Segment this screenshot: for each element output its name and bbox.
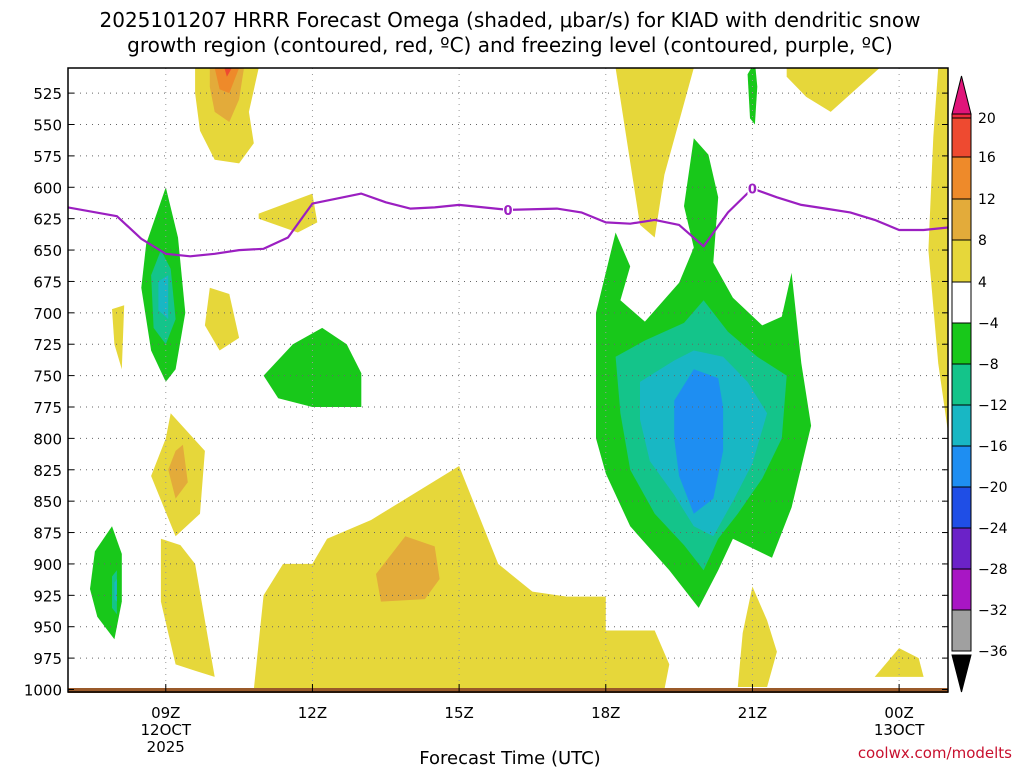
x-tick-label-5-1: 13OCT — [874, 721, 925, 739]
x-tick-label-0-0: 09Z — [151, 704, 180, 722]
colorbar-label-5: −4 — [978, 316, 999, 332]
y-tick-label-3: 600 — [33, 179, 62, 197]
colorbar-label-8: −16 — [978, 439, 1008, 455]
y-tick-label-5: 650 — [33, 242, 62, 260]
colorbar-bin-3 — [951, 156, 972, 200]
colorbar-bin-1 — [951, 113, 972, 119]
colorbar-bin-11 — [951, 486, 972, 529]
omega-region-19 — [114, 579, 117, 602]
freezing-label-bg-1 — [747, 180, 758, 196]
omega-region-3 — [224, 68, 232, 77]
y-tick-label-7: 700 — [33, 305, 62, 323]
x-tick-label-1-0: 12Z — [298, 704, 327, 722]
y-tick-label-0: 525 — [33, 85, 62, 103]
y-tick-label-15: 900 — [33, 556, 62, 574]
freezing-level-layer: 00 — [68, 180, 948, 258]
freezing-level-label-1: 0 — [748, 183, 757, 198]
colorbar-bin-14 — [951, 609, 972, 652]
y-tick-label-10: 775 — [33, 399, 62, 417]
colorbar-label-12: −32 — [978, 603, 1008, 619]
x-tick-label-2-0: 15Z — [444, 704, 473, 722]
x-tick-label-3-0: 18Z — [591, 704, 620, 722]
colorbar-label-9: −20 — [978, 480, 1008, 496]
colorbar-bin-15 — [951, 654, 972, 693]
colorbar-bin-7 — [951, 322, 972, 365]
omega-region-28 — [747, 68, 758, 125]
colorbar-bin-9 — [951, 404, 972, 447]
y-tick-label-16: 925 — [33, 587, 62, 605]
y-tick-label-4: 625 — [33, 211, 62, 229]
colorbar-bin-5 — [951, 239, 972, 283]
colorbar-label-0: 20 — [978, 111, 996, 127]
grid-layer — [68, 68, 948, 692]
colorbar-bin-0 — [951, 75, 972, 115]
y-tick-label-13: 850 — [33, 493, 62, 511]
colorbar-label-4: 4 — [978, 275, 987, 291]
colorbar-label-13: −36 — [978, 644, 1008, 660]
colorbar-label-3: 8 — [978, 233, 987, 249]
omega-region-17 — [90, 526, 122, 640]
x-tick-label-0-1: 12OCT — [141, 721, 192, 739]
y-tick-label-19: 1000 — [24, 681, 62, 699]
y-tick-label-6: 675 — [33, 273, 62, 291]
omega-region-4 — [615, 68, 694, 238]
y-tick-label-8: 725 — [33, 336, 62, 354]
y-tick-label-17: 950 — [33, 619, 62, 637]
omega-region-9 — [204, 287, 240, 351]
colorbar-label-7: −12 — [978, 398, 1008, 414]
omega-shading-layer — [90, 68, 948, 690]
y-tick-label-11: 800 — [33, 430, 62, 448]
y-tick-label-2: 575 — [33, 148, 62, 166]
omega-region-27 — [674, 369, 724, 514]
colorbar-label-11: −28 — [978, 562, 1008, 578]
ground-strip — [68, 688, 948, 693]
omega-region-5 — [786, 68, 880, 112]
colorbar: 20 16 12 8 4 −4 −8 −12 −16 −20 −24 −28 −32 −36 — [951, 75, 1008, 693]
y-tick-label-18: 975 — [33, 650, 62, 668]
y-axis-ticks: 525 550 575 600 625 650 675 700 725 750 775 800 825 8… — [24, 85, 948, 699]
freezing-label-bg-0 — [503, 201, 513, 217]
omega-region-15 — [737, 586, 777, 687]
y-tick-label-14: 875 — [33, 525, 62, 543]
y-tick-label-12: 825 — [33, 462, 62, 480]
x-tick-label-5-0: 00Z — [884, 704, 913, 722]
omega-region-14 — [376, 536, 440, 602]
omega-region-2 — [214, 68, 240, 94]
x-tick-label-4-0: 21Z — [738, 704, 767, 722]
omega-region-12 — [160, 538, 215, 677]
credit-text[interactable]: coolwx.com/modelts — [858, 744, 1012, 762]
omega-region-13 — [253, 466, 670, 690]
x-tick-label-0-2: 2025 — [147, 738, 185, 756]
colorbar-label-2: 12 — [978, 192, 996, 208]
colorbar-bin-12 — [951, 527, 972, 570]
colorbar-bin-2 — [951, 117, 972, 158]
colorbar-bin-13 — [951, 568, 972, 611]
omega-region-23 — [263, 327, 362, 407]
colorbar-label-1: 16 — [978, 150, 996, 166]
plot-frame — [67, 67, 949, 693]
omega-region-7 — [258, 193, 318, 233]
colorbar-bin-4 — [951, 198, 972, 241]
omega-region-11 — [168, 444, 188, 499]
y-tick-label-1: 550 — [33, 116, 62, 134]
colorbar-bin-10 — [951, 445, 972, 488]
x-axis-label: Forecast Time (UTC) — [419, 748, 600, 768]
chart-title-line2: growth region (contoured, red, ºC) and f… — [127, 33, 893, 57]
colorbar-bin-6 — [951, 281, 972, 324]
colorbar-label-6: −8 — [978, 357, 999, 373]
colorbar-bin-8 — [951, 363, 972, 406]
colorbar-label-10: −24 — [978, 521, 1008, 537]
y-tick-label-9: 750 — [33, 368, 62, 386]
freezing-level-label-0: 0 — [503, 204, 512, 219]
omega-region-8 — [112, 305, 125, 370]
chart-title-line1: 2025101207 HRRR Forecast Omega (shaded, … — [100, 8, 921, 32]
